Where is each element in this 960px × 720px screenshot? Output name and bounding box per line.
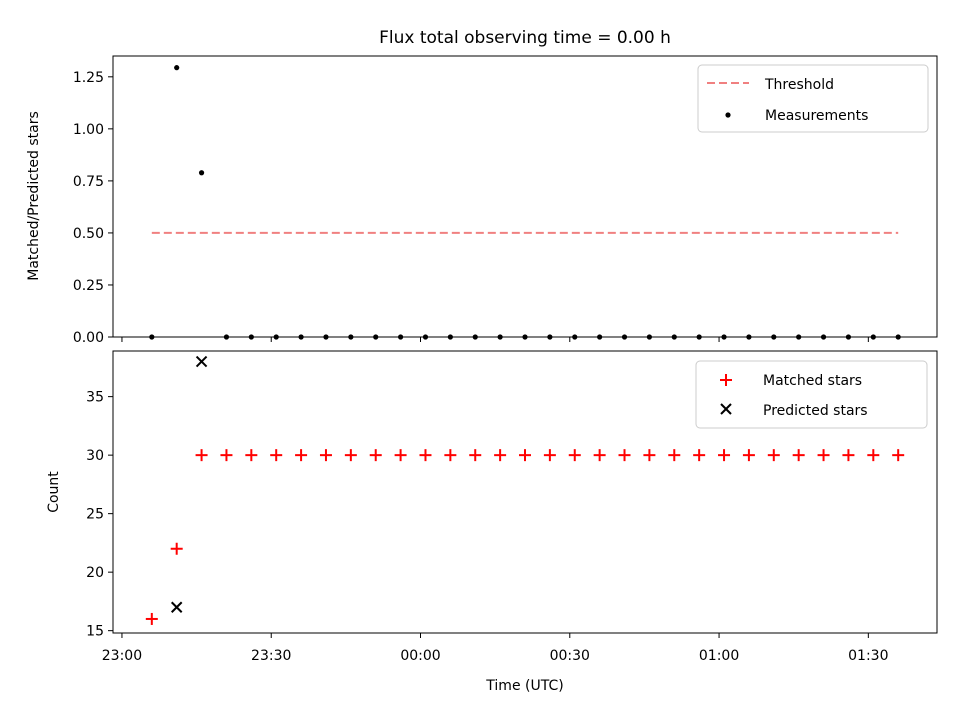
matched-star-marker	[344, 449, 357, 462]
top-y-axis-label: Matched/Predicted stars	[26, 111, 42, 281]
matched-star-marker	[643, 449, 656, 462]
top-y-tick-label: 1.00	[73, 122, 104, 138]
bottom-axes-frame	[112, 350, 938, 634]
matched-star-marker	[543, 449, 556, 462]
matched-star-marker	[295, 449, 308, 462]
top-axes-frame	[112, 55, 938, 338]
predicted-stars-legend-handle	[720, 403, 732, 415]
top-legend-box	[697, 64, 929, 133]
top-panel: Flux total observing time = 0.00 h Match…	[26, 28, 938, 346]
matched-star-marker	[792, 449, 805, 462]
bottom-x-tick-label: 01:30	[848, 648, 888, 664]
measurement-point	[198, 170, 205, 176]
bottom-y-tick-label: 25	[86, 507, 104, 523]
matched-star-marker	[369, 449, 382, 462]
measurements-legend-handle	[725, 112, 731, 118]
matched-stars-points	[145, 449, 905, 625]
top-legend: Threshold Measurements	[697, 64, 929, 133]
bottom-y-tick-label: 35	[86, 390, 104, 406]
matched-star-marker	[593, 449, 606, 462]
bottom-x-tick-label: 01:00	[699, 648, 739, 664]
matched-star-marker	[494, 449, 507, 462]
bottom-y-tick-label: 20	[86, 565, 104, 581]
top-y-tick-label: 0.25	[73, 278, 104, 294]
top-title: Flux total observing time = 0.00 h	[379, 28, 671, 48]
bottom-y-ticks: 15 20 25 30 35	[86, 390, 113, 640]
matched-star-marker	[519, 449, 531, 462]
bottom-x-tick-label: 23:30	[251, 648, 291, 664]
bottom-y-axis-label: Count	[46, 471, 62, 513]
matched-star-marker	[742, 449, 755, 462]
matched-star-marker	[170, 542, 183, 555]
matched-star-marker	[618, 449, 631, 462]
matched-star-marker	[693, 449, 706, 462]
top-y-tick-label: 1.25	[73, 70, 104, 86]
matched-star-marker	[469, 449, 482, 462]
matched-star-marker	[867, 449, 880, 462]
matched-star-marker	[842, 449, 855, 462]
matched-star-marker	[220, 449, 233, 462]
matched-star-marker	[394, 449, 407, 462]
bottom-x-tick-label: 00:00	[400, 648, 440, 664]
matched-stars-legend-label: Matched stars	[763, 373, 862, 389]
bottom-legend-box	[695, 360, 928, 429]
matched-star-marker	[668, 449, 681, 462]
matched-star-marker	[319, 449, 332, 462]
matched-star-marker	[892, 449, 905, 462]
matched-star-marker	[419, 449, 432, 462]
predicted-stars-legend-label: Predicted stars	[763, 403, 868, 419]
matched-star-marker	[444, 449, 457, 462]
bottom-panel: Count Time (UTC) 15 20 25 30 35 23:00 23:30 00…	[46, 350, 938, 694]
bottom-x-tick-label: 00:30	[550, 648, 590, 664]
matched-star-marker	[195, 449, 208, 462]
top-y-tick-label: 0.75	[73, 174, 104, 190]
threshold-legend-label: Threshold	[764, 77, 834, 93]
top-y-ticks: 0.00 0.25 0.50 0.75 1.00 1.25	[73, 70, 113, 346]
bottom-x-ticks: 23:00 23:30 00:00 00:30 01:00 01:30	[102, 633, 889, 664]
predicted-stars-points	[170, 355, 208, 613]
top-y-tick-label: 0.00	[73, 330, 104, 346]
bottom-y-tick-label: 15	[86, 624, 104, 640]
predicted-star-marker	[170, 601, 183, 613]
bottom-x-axis-label: Time (UTC)	[485, 678, 563, 694]
matched-star-marker	[145, 612, 158, 625]
bottom-x-tick-label: 23:00	[102, 648, 142, 664]
matched-star-marker	[817, 449, 830, 462]
measurements-legend-label: Measurements	[765, 108, 868, 124]
measurement-point	[174, 65, 180, 71]
bottom-y-tick-label: 30	[86, 448, 104, 464]
top-y-tick-label: 0.50	[73, 226, 104, 242]
predicted-star-marker	[195, 355, 208, 368]
matched-star-marker	[718, 449, 731, 462]
matched-star-marker	[270, 449, 283, 462]
matched-star-marker	[245, 449, 258, 462]
matched-star-marker	[568, 449, 581, 462]
matched-star-marker	[767, 449, 780, 462]
top-x-ticks	[121, 337, 869, 342]
matched-stars-legend-handle	[720, 374, 732, 386]
bottom-legend: Matched stars Predicted stars	[695, 360, 928, 429]
